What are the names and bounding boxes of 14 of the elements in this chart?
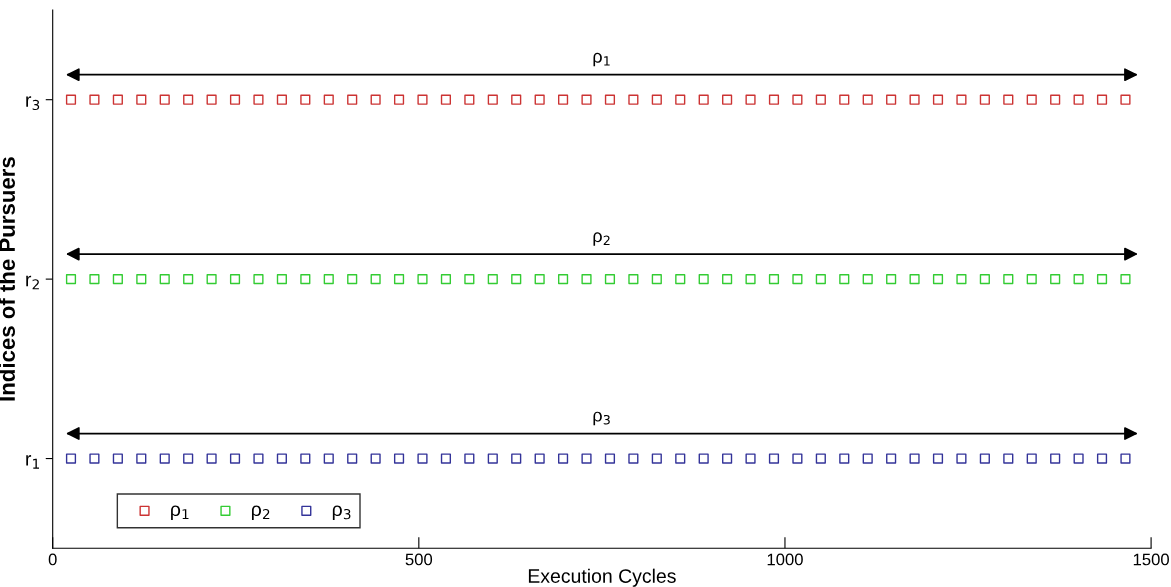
legend-label: ρ$_{1}$ xyxy=(171,505,189,520)
legend-label: ρ$_{3}$ xyxy=(332,505,351,520)
x-tick-label: 1000 xyxy=(767,553,803,566)
annotation: ρ$_{3}$ xyxy=(593,411,610,426)
annotation: ρ$_{1}$ xyxy=(593,52,610,67)
x-axis-title: Execution Cycles xyxy=(528,568,676,587)
y-tick-label: r$_{3}$ xyxy=(26,96,40,111)
x-tick-label: 500 xyxy=(405,553,433,566)
x-tick-label: 0 xyxy=(48,553,57,566)
x-tick-label: 1500 xyxy=(1133,553,1169,566)
legend-label: ρ$_{2}$ xyxy=(251,505,270,520)
y-tick-label: r$_{1}$ xyxy=(26,455,40,469)
y-tick-label: r$_{2}$ xyxy=(26,275,39,290)
annotation: ρ$_{2}$ xyxy=(593,232,610,246)
